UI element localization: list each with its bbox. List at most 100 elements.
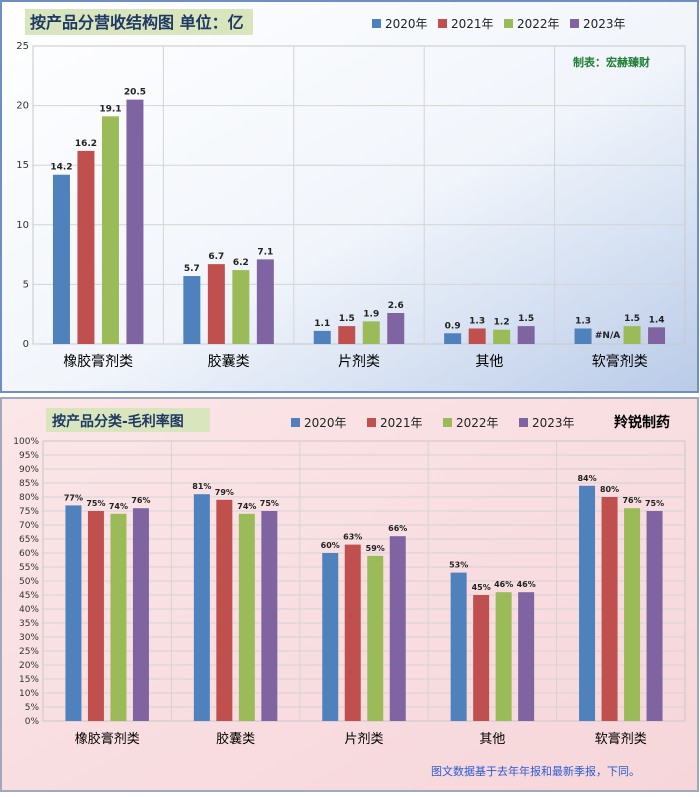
- margin-chart: 按产品分类-毛利率图 羚锐制药 2020年 2021年 2022年 2023年 0% 5…: [0, 397, 699, 792]
- data-label: 5.7: [184, 264, 200, 274]
- y-tick-label: 55%: [19, 563, 39, 573]
- data-label: 1.3: [469, 317, 485, 327]
- x-category-label: 其他: [479, 732, 505, 747]
- y-tick-label: 25%: [19, 647, 39, 657]
- bar-2022年: [232, 270, 250, 344]
- data-label: 63%: [343, 533, 362, 542]
- bar-2021年: [338, 326, 356, 344]
- y-tick-label: 20%: [19, 661, 39, 671]
- legend-swatch: [519, 418, 528, 427]
- bar-2022年: [623, 326, 641, 344]
- data-label: 75%: [645, 499, 664, 508]
- data-label: 1.4: [649, 315, 665, 325]
- bar-2022年: [101, 116, 119, 344]
- bar-2023年: [389, 536, 406, 721]
- y-tick-label: 90%: [19, 465, 39, 475]
- data-label: 45%: [472, 583, 491, 592]
- y-tick-label: 30%: [19, 633, 39, 643]
- bar-2023年: [256, 259, 274, 344]
- revenue-legend: 2020年 2021年 2022年 2023年: [372, 17, 626, 31]
- legend-label: 2022年: [456, 416, 499, 430]
- legend-swatch: [443, 418, 452, 427]
- y-tick-label: 35%: [19, 619, 39, 629]
- bar-2021年: [601, 497, 618, 721]
- bar-2020年: [579, 485, 596, 721]
- margin-legend: 2020年 2021年 2022年 2023年: [291, 416, 575, 430]
- data-label: 19.1: [99, 104, 121, 114]
- legend-swatch: [438, 19, 447, 28]
- bar-2022年: [493, 329, 511, 344]
- x-category-label: 胶囊类: [216, 731, 255, 747]
- data-label: 46%: [494, 580, 513, 589]
- data-label: 46%: [517, 580, 536, 589]
- bar-2023年: [648, 327, 666, 344]
- data-label: 60%: [321, 541, 340, 550]
- bar-2020年: [193, 494, 210, 721]
- y-tick-label: 10: [16, 220, 29, 231]
- bar-2022年: [367, 555, 384, 721]
- x-category-label: 软膏剂类: [592, 353, 648, 370]
- bar-2021年: [344, 544, 361, 721]
- bar-2021年: [216, 499, 233, 721]
- revenue-credit: 制表：宏赫臻财: [573, 55, 650, 69]
- bar-2021年: [87, 511, 104, 721]
- data-label: 59%: [366, 544, 385, 553]
- data-label: 74%: [109, 502, 128, 511]
- bar-2022年: [624, 508, 641, 721]
- margin-chart-title: 按产品分类-毛利率图: [52, 413, 184, 430]
- y-tick-label: 50%: [19, 577, 39, 587]
- data-label: 1.2: [494, 318, 510, 328]
- data-label: 6.2: [233, 258, 249, 268]
- bar-2020年: [322, 553, 339, 721]
- x-category-label: 片剂类: [344, 732, 383, 747]
- bar-2020年: [183, 276, 201, 344]
- data-label: 7.1: [257, 247, 273, 257]
- data-label: 1.1: [314, 319, 330, 329]
- bar-2022年: [495, 592, 512, 721]
- data-label: 1.9: [363, 309, 379, 319]
- margin-plot-area: 0% 5% 10% 15% 20% 25% 30% 35% 40% 45% 50% 55% 60% 65%…: [13, 437, 686, 747]
- legend-label: 2020年: [385, 17, 428, 31]
- bar-2023年: [261, 511, 278, 721]
- y-tick-label: 25: [16, 41, 29, 52]
- bar-2023年: [387, 313, 405, 344]
- y-tick-label: 0%: [25, 717, 40, 727]
- data-label: 76%: [622, 496, 641, 505]
- legend-label: 2023年: [583, 17, 626, 31]
- x-category-label: 片剂类: [338, 354, 380, 370]
- y-tick-label: 40%: [19, 605, 39, 615]
- data-label: 14.2: [50, 163, 72, 173]
- bar-2023年: [517, 326, 535, 344]
- data-label: 16.2: [75, 139, 97, 149]
- y-tick-label: 95%: [19, 451, 39, 461]
- bar-2020年: [574, 328, 592, 344]
- x-category-label: 橡胶膏剂类: [63, 353, 133, 370]
- legend-label: 2021年: [451, 17, 494, 31]
- legend-label: 2023年: [532, 416, 575, 430]
- margin-credit: 羚锐制药: [614, 414, 670, 431]
- data-label: 75%: [260, 499, 279, 508]
- data-label: 84%: [577, 474, 596, 483]
- bar-2022年: [362, 321, 380, 344]
- legend-label: 2021年: [380, 416, 423, 430]
- bar-2020年: [313, 330, 331, 344]
- data-label: 2.6: [388, 301, 404, 311]
- y-tick-label: 65%: [19, 535, 39, 545]
- data-label: 77%: [64, 493, 83, 502]
- data-label: #N/A: [595, 331, 620, 341]
- y-tick-label: 70%: [19, 521, 39, 531]
- legend-swatch: [504, 19, 513, 28]
- x-category-label: 胶囊类: [208, 353, 250, 370]
- data-label: 20.5: [124, 88, 146, 98]
- data-label: 6.7: [208, 252, 224, 262]
- y-tick-label: 100%: [13, 437, 39, 447]
- bar-2023年: [646, 511, 663, 721]
- y-tick-label: 5%: [25, 703, 40, 713]
- x-category-label: 软膏剂类: [595, 731, 647, 747]
- footnote: 图文数据基于去年年报和最新季报，下同。: [431, 764, 640, 778]
- y-tick-label: 60%: [19, 549, 39, 559]
- data-label: 81%: [192, 482, 211, 491]
- y-tick-label: 80%: [19, 493, 39, 503]
- legend-swatch: [372, 19, 381, 28]
